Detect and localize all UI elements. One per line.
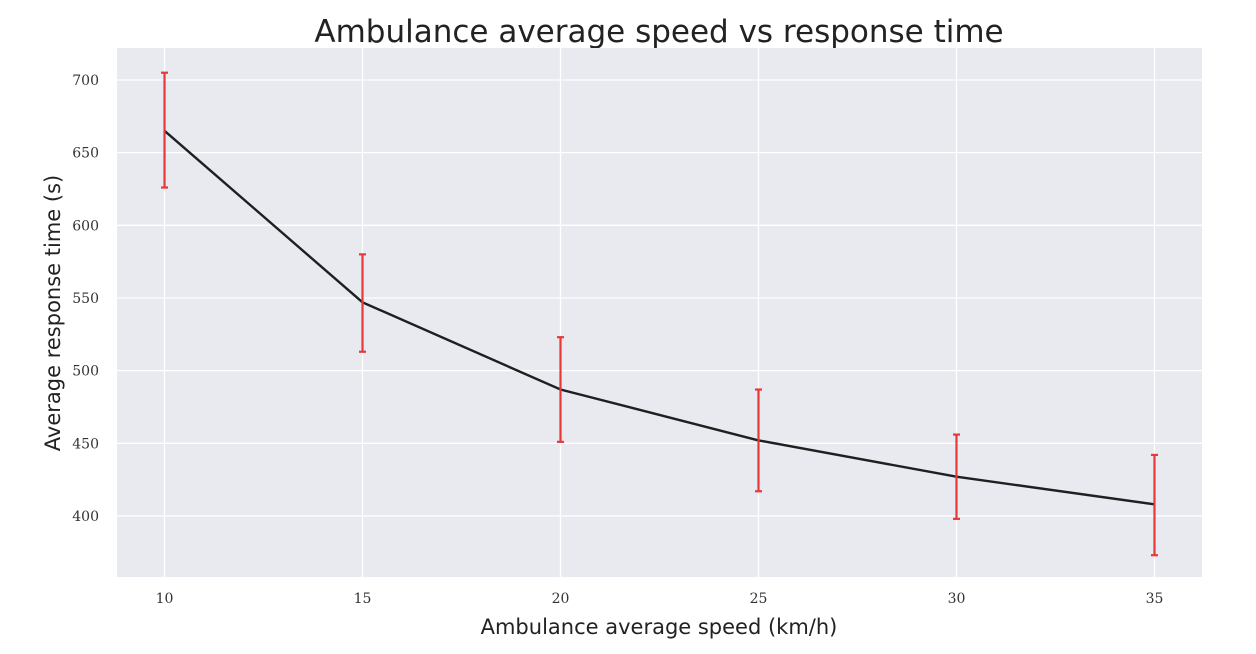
y-tick-label: 400 xyxy=(72,509,99,525)
x-axis-ticks: 10 15 20 25 30 35 xyxy=(156,591,1164,607)
error-bar xyxy=(952,433,960,520)
series-layer xyxy=(163,129,1155,506)
y-tick-label: 450 xyxy=(72,436,99,452)
chart-title: Ambulance average speed vs response time xyxy=(314,14,1003,50)
error-bar xyxy=(557,336,565,443)
x-tick-label: 20 xyxy=(552,591,570,607)
error-bar xyxy=(161,71,169,189)
y-tick-label: 700 xyxy=(72,73,99,89)
plot-area xyxy=(117,48,1202,577)
y-tick-label: 600 xyxy=(72,218,99,234)
grid xyxy=(117,48,1202,577)
x-tick-label: 35 xyxy=(1146,591,1164,607)
error-bar xyxy=(359,253,367,353)
y-tick-label: 550 xyxy=(72,291,99,307)
error-bar xyxy=(754,388,762,493)
x-tick-label: 30 xyxy=(948,591,966,607)
series-line xyxy=(163,129,1155,506)
x-tick-label: 15 xyxy=(354,591,372,607)
error-bar xyxy=(1150,453,1158,557)
y-axis-label: Average response time (s) xyxy=(41,175,65,451)
x-tick-label: 25 xyxy=(750,591,768,607)
y-axis-ticks: 400 450 500 550 600 650 700 xyxy=(72,73,99,525)
x-axis-label: Ambulance average speed (km/h) xyxy=(481,615,838,639)
x-tick-label: 10 xyxy=(156,591,174,607)
error-bars xyxy=(161,71,1158,557)
y-tick-label: 500 xyxy=(72,364,99,380)
y-tick-label: 650 xyxy=(72,146,99,162)
